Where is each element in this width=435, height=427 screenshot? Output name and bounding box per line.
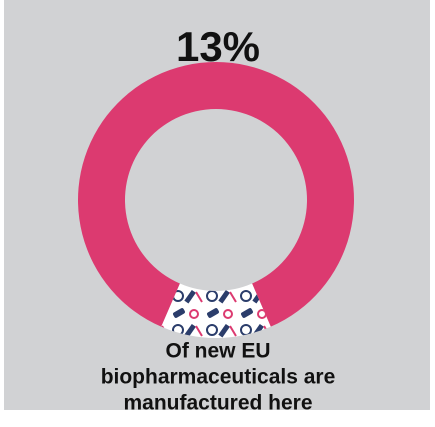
- donut-segment: [161, 283, 271, 338]
- donut: [78, 62, 355, 338]
- caption-line: Of new EU: [165, 340, 270, 363]
- caption-line: manufactured here: [123, 392, 312, 415]
- caption: Of new EU biopharmaceuticals are manufactu…: [101, 340, 336, 415]
- caption-line: biopharmaceuticals are: [101, 366, 336, 389]
- donut-segment: [78, 62, 355, 327]
